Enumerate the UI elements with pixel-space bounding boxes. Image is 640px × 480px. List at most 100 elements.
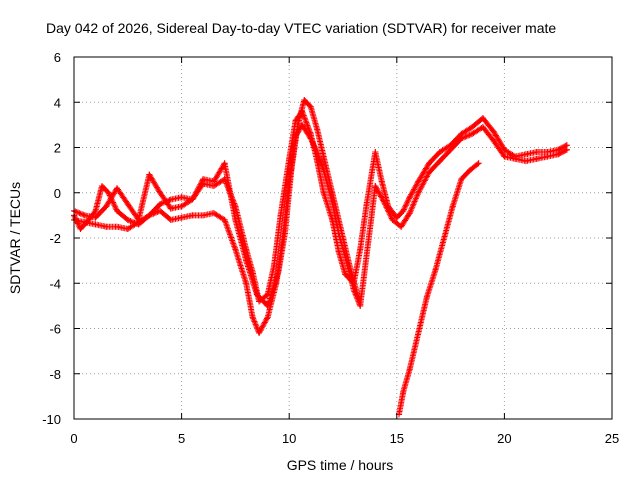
x-tick-label: 25 [605, 431, 619, 446]
data-point [378, 178, 385, 185]
data-point [406, 210, 413, 217]
data-point [479, 115, 486, 122]
data-point [103, 203, 110, 210]
data-layer [71, 96, 570, 418]
data-point [490, 137, 497, 144]
x-tick-label: 20 [497, 431, 511, 446]
data-point [249, 314, 256, 321]
data-point [335, 248, 342, 255]
x-tick-label: 0 [70, 431, 77, 446]
data-point [77, 225, 84, 232]
data-point [167, 196, 174, 203]
data-point [189, 212, 196, 219]
data-point [372, 182, 379, 189]
data-point [105, 189, 112, 196]
data-point [479, 124, 486, 131]
data-point [301, 96, 308, 103]
data-point [423, 293, 430, 300]
data-point [522, 158, 529, 165]
data-point [555, 151, 562, 158]
data-point [544, 153, 551, 160]
data-point [178, 203, 185, 210]
data-point [243, 280, 250, 287]
data-point [124, 201, 131, 208]
data-point [92, 214, 99, 221]
data-point [512, 155, 519, 162]
data-point [475, 160, 482, 167]
y-tick-label: 4 [54, 95, 61, 110]
data-point [135, 216, 142, 223]
data-point [426, 169, 433, 176]
data-point [563, 146, 570, 153]
data-point [490, 128, 497, 135]
data-point [337, 225, 344, 232]
data-point [406, 194, 413, 201]
data-point [400, 207, 407, 214]
data-point [98, 182, 105, 189]
data-point [124, 216, 131, 223]
data-point [81, 212, 88, 219]
data-point [447, 146, 454, 153]
series-1 [71, 108, 570, 305]
data-point [232, 246, 239, 253]
data-point [178, 214, 185, 221]
data-point [103, 223, 110, 230]
data-point [406, 366, 413, 373]
data-point [365, 235, 372, 241]
data-point [436, 158, 443, 165]
data-point [210, 210, 217, 217]
data-point [288, 167, 295, 174]
data-point [522, 151, 529, 158]
y-tick-label: 2 [54, 141, 61, 156]
data-point [436, 149, 443, 156]
data-point [92, 221, 99, 228]
y-tick-label: -2 [49, 231, 61, 246]
data-point [363, 201, 370, 208]
data-point [178, 194, 185, 201]
data-point [346, 262, 353, 269]
data-point [256, 330, 263, 337]
data-point [466, 167, 473, 174]
data-point [189, 196, 196, 203]
data-point [398, 223, 405, 230]
data-point [114, 185, 121, 192]
y-axis-label: SDTVAR / TECUs [7, 182, 23, 294]
data-point [458, 135, 465, 142]
x-tick-label: 10 [282, 431, 296, 446]
data-point [533, 155, 540, 162]
y-tick-label: -10 [42, 412, 61, 427]
data-point [357, 302, 364, 309]
data-point [200, 176, 207, 183]
data-point [307, 135, 314, 142]
data-point [458, 176, 465, 183]
data-point [469, 130, 476, 137]
data-point [400, 388, 407, 395]
x-axis-label: GPS time / hours [287, 457, 394, 473]
y-tick-label: 6 [54, 50, 61, 65]
data-point [389, 216, 396, 223]
data-point [221, 160, 228, 167]
data-point [329, 189, 336, 196]
data-point [81, 219, 88, 226]
data-point [449, 203, 456, 210]
data-point [355, 293, 362, 300]
data-point [253, 291, 260, 298]
data-point [124, 225, 131, 232]
data-point [114, 207, 121, 214]
data-point [114, 223, 121, 230]
data-point [380, 198, 387, 205]
y-tick-label: 0 [54, 186, 61, 201]
data-point [314, 149, 321, 156]
data-point [232, 216, 239, 223]
data-point [275, 268, 282, 275]
data-point [372, 149, 379, 156]
data-point [415, 178, 422, 185]
data-point [157, 201, 164, 208]
data-point [415, 330, 422, 337]
data-point [426, 160, 433, 167]
data-point [157, 189, 164, 196]
x-tick-label: 5 [178, 431, 185, 446]
data-point [469, 124, 476, 131]
data-point [200, 212, 207, 219]
